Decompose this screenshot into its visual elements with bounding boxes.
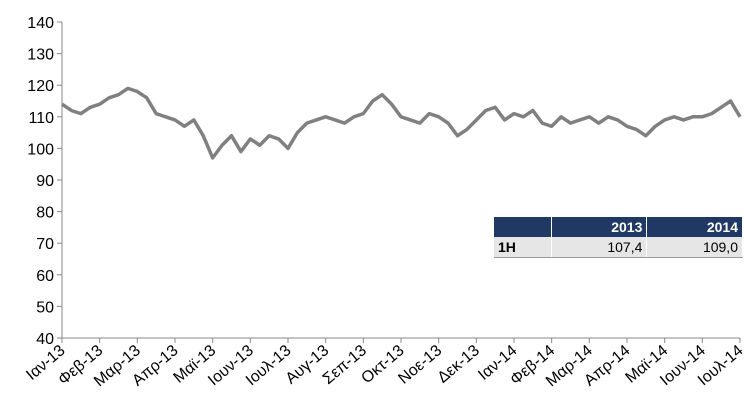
- x-tick-label: Νοε-13: [395, 342, 445, 388]
- cell: 107,4: [551, 237, 648, 258]
- y-tick-label: 130: [27, 47, 54, 64]
- data-line: [61, 86, 742, 160]
- y-tick-label: 80: [36, 205, 54, 222]
- header-cell: [494, 217, 552, 237]
- y-tick-label: 110: [28, 110, 54, 127]
- y-tick-label: 120: [27, 78, 54, 95]
- y-tick-label: 70: [36, 236, 54, 253]
- header-cell: 2013: [551, 217, 648, 237]
- y-tick-label: 140: [27, 15, 54, 32]
- header-cell: 2014: [646, 217, 743, 237]
- row-label: 1H: [494, 237, 552, 258]
- y-tick-label: 100: [27, 141, 54, 158]
- y-tick-label: 50: [36, 299, 54, 316]
- y-tick-label: 60: [36, 268, 54, 285]
- y-tick-label: 40: [36, 331, 54, 348]
- x-tick-label: Δεκ-13: [434, 342, 482, 387]
- y-tick-label: 90: [36, 173, 54, 190]
- x-tick-label: Σεπ-13: [320, 342, 370, 388]
- cell: 109,0: [646, 237, 743, 258]
- summary-table: 2013 2014 1H 107,4 109,0: [494, 217, 743, 258]
